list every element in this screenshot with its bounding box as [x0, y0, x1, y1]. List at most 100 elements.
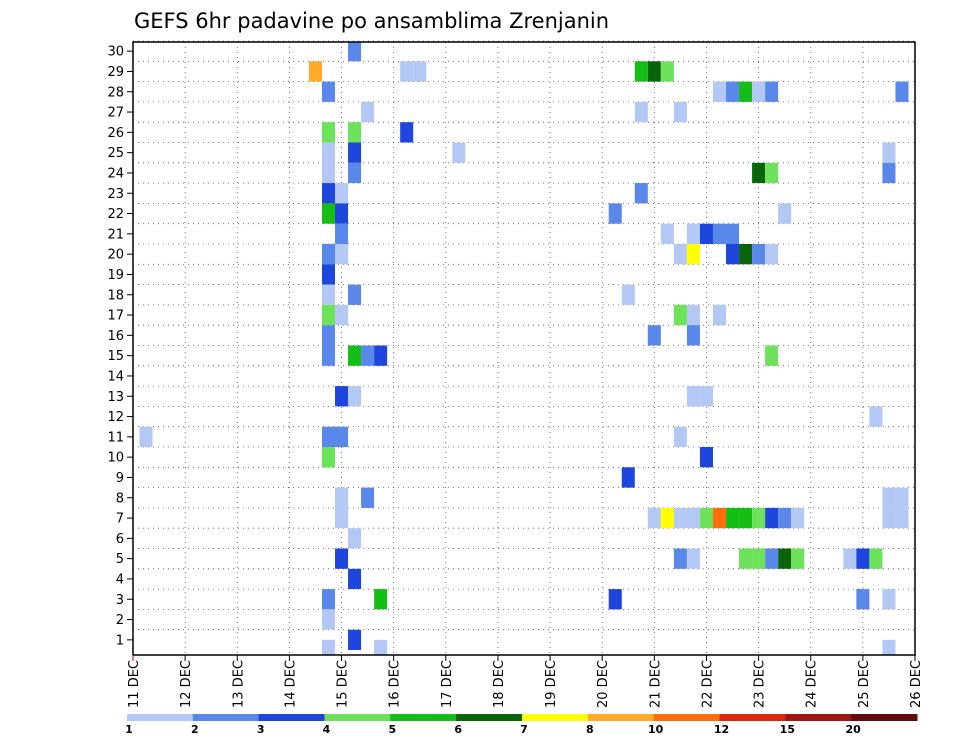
- heatmap-cell: [335, 507, 349, 529]
- colorbar: 1 2 3 4 5 6 7 8 10 12 15 20: [125, 714, 918, 736]
- heatmap-cell: [791, 507, 805, 529]
- x-tick-label: 25 DEC: [857, 660, 872, 708]
- heatmap-cell: [335, 223, 349, 244]
- y-tick-label: 11: [107, 430, 124, 445]
- heatmap-cell: [308, 61, 322, 82]
- x-tick-label: 16 DEC: [388, 660, 403, 708]
- y-tick-label: 21: [107, 227, 124, 242]
- colorbar-label: 6: [454, 723, 462, 736]
- heatmap-cell: [452, 142, 466, 163]
- heatmap-cell: [882, 589, 896, 610]
- heatmap-cell: [752, 548, 766, 569]
- heatmap-cell: [348, 629, 362, 650]
- y-tick-label: 30: [107, 45, 124, 60]
- x-tick-label: 12 DEC: [179, 660, 194, 708]
- colorbar-label: 15: [780, 723, 795, 736]
- colorbar-segment: [587, 714, 655, 721]
- heatmap-cell: [712, 81, 727, 102]
- colorbar-segment: [785, 714, 852, 721]
- x-tick-label: 11 DEC: [127, 660, 142, 708]
- heatmap-cell: [895, 507, 909, 529]
- colorbar-label: 20: [846, 723, 862, 736]
- heatmap-cell: [726, 507, 740, 529]
- colorbar-label: 4: [323, 723, 331, 736]
- heatmap-cell: [321, 426, 336, 447]
- y-tick-label: 12: [107, 410, 124, 425]
- heatmap-cell: [752, 81, 766, 102]
- y-tick-label: 19: [107, 268, 124, 283]
- heatmap-cell: [765, 548, 779, 569]
- heatmap-cell: [335, 244, 349, 265]
- heatmap-cell: [621, 467, 635, 488]
- heatmap-cell: [321, 284, 336, 305]
- heatmap-cell: [882, 639, 896, 655]
- heatmap-cell: [686, 548, 700, 569]
- colorbar-segment: [390, 714, 457, 721]
- heatmap-cell: [608, 203, 622, 224]
- heatmap-cell: [374, 639, 388, 655]
- heatmap-cell: [765, 162, 779, 184]
- heatmap-cell: [335, 426, 349, 447]
- heatmap-cell: [348, 42, 362, 62]
- heatmap-cell: [660, 507, 674, 529]
- heatmap-cell: [699, 447, 713, 468]
- y-tick-label: 16: [107, 329, 124, 344]
- heatmap-cell: [686, 244, 700, 265]
- heatmap-cell: [321, 162, 336, 184]
- y-tick-label: 3: [116, 593, 124, 608]
- y-tick-label: 13: [107, 390, 124, 405]
- y-tick-label: 6: [116, 532, 124, 547]
- y-tick-label: 4: [116, 572, 124, 587]
- y-tick-label: 10: [107, 451, 124, 466]
- colorbar-label: 10: [648, 723, 664, 736]
- heatmap-cell: [882, 162, 896, 184]
- heatmap-cell: [647, 325, 661, 346]
- heatmap-cell: [321, 81, 336, 102]
- colorbar-segment: [851, 714, 918, 721]
- heatmap-cell: [348, 162, 362, 184]
- heatmap-cell: [348, 568, 362, 590]
- heatmap-cell: [348, 528, 362, 549]
- x-tick-label: 20 DEC: [596, 660, 611, 708]
- heatmap-cell: [856, 548, 870, 569]
- heatmap-cell: [621, 284, 635, 305]
- colorbar-segment: [456, 714, 523, 721]
- heatmap-cell: [348, 142, 362, 163]
- heatmap-cell: [726, 223, 740, 244]
- heatmap-cell: [712, 507, 727, 529]
- colorbar-label: 3: [257, 723, 265, 736]
- heatmap-cell: [882, 142, 896, 163]
- y-tick-label: 24: [107, 166, 124, 181]
- colorbar-segment: [653, 714, 720, 721]
- heatmap-cell: [321, 183, 336, 204]
- heatmap-cell: [843, 548, 857, 569]
- heatmap-cell: [335, 548, 349, 569]
- y-tick-label: 9: [116, 471, 124, 486]
- y-tick-label: 20: [107, 248, 124, 263]
- heatmap-cell: [321, 589, 336, 610]
- heatmap-cell: [321, 264, 336, 285]
- x-axis: 11 DEC 12 DEC 13 DEC 14 DEC 15 DEC 16 DEC 17 D…: [127, 655, 924, 708]
- colorbar-segment: [324, 714, 391, 721]
- heatmap-cell: [608, 589, 622, 610]
- heatmap-cell: [765, 507, 779, 529]
- heatmap-cell: [374, 345, 388, 366]
- heatmap-cell: [791, 548, 805, 569]
- y-tick-label: 1: [116, 633, 124, 648]
- heatmap-cell: [139, 426, 153, 447]
- heatmap-cell: [686, 386, 700, 407]
- x-tick-label: 21 DEC: [648, 660, 663, 708]
- heatmap-cell: [335, 487, 349, 508]
- heatmap-cell: [335, 386, 349, 407]
- heatmap-cell: [712, 223, 727, 244]
- heatmap-cell: [647, 507, 661, 529]
- heatmap-cell: [660, 223, 674, 244]
- plot-frame: [132, 41, 916, 656]
- heatmap-cell: [699, 223, 713, 244]
- heatmap-cell: [348, 386, 362, 407]
- heatmap-cell: [321, 122, 336, 143]
- y-tick-label: 17: [107, 309, 124, 324]
- x-tick-label: 17 DEC: [440, 660, 455, 708]
- colorbar-segment: [192, 714, 260, 721]
- heatmap-cell: [699, 507, 713, 529]
